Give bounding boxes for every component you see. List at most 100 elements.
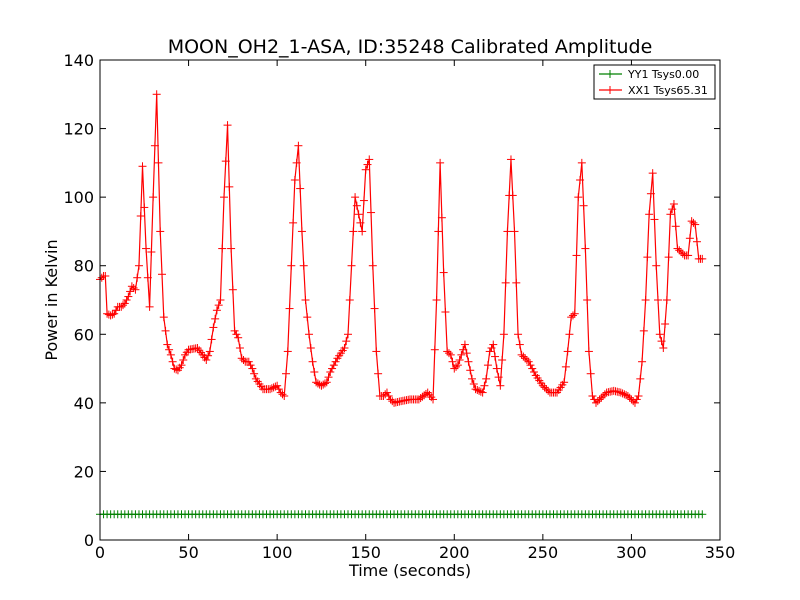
data-point	[528, 364, 537, 373]
data-point	[166, 350, 175, 359]
data-point	[267, 384, 276, 393]
data-point	[430, 345, 439, 354]
data-point	[250, 369, 259, 378]
data-point	[544, 386, 553, 395]
data-point	[491, 352, 500, 361]
data-point	[342, 337, 351, 346]
data-point	[579, 201, 588, 210]
data-point	[232, 330, 241, 339]
data-point	[274, 385, 283, 394]
data-point	[652, 261, 661, 270]
series-line	[99, 94, 703, 404]
data-point	[432, 296, 441, 304]
data-point	[526, 361, 535, 370]
data-point	[289, 218, 298, 227]
data-point	[313, 379, 322, 388]
data-point	[638, 357, 647, 366]
data-point	[595, 395, 604, 404]
data-point	[669, 200, 678, 208]
legend: YY1 Tsys0.00 XX1 Tsys65.31	[593, 64, 716, 100]
data-point	[645, 210, 654, 219]
data-point	[152, 90, 161, 99]
data-point	[386, 395, 395, 404]
data-point	[131, 285, 140, 294]
x-tick-label: 150	[350, 543, 381, 562]
data-point	[301, 296, 310, 304]
data-point	[177, 361, 186, 370]
data-point	[221, 157, 230, 166]
data-point	[434, 227, 443, 236]
data-point	[450, 364, 459, 373]
data-point	[593, 397, 602, 406]
data-point	[501, 278, 510, 287]
data-point	[205, 347, 214, 356]
data-point	[310, 368, 319, 376]
data-point	[158, 270, 166, 279]
data-point	[508, 191, 517, 200]
data-point	[356, 218, 365, 227]
data-point	[266, 385, 275, 394]
data-point	[372, 347, 381, 356]
data-point	[202, 356, 211, 364]
series-0	[96, 510, 707, 519]
data-point	[111, 306, 120, 315]
legend-marker	[606, 86, 614, 94]
data-point	[560, 378, 569, 387]
data-point	[161, 326, 170, 335]
data-point	[388, 397, 397, 406]
data-point	[294, 141, 303, 150]
data-point	[340, 344, 349, 352]
data-point	[457, 350, 466, 359]
data-point	[675, 246, 684, 255]
data-point	[117, 302, 126, 311]
data-point	[444, 349, 453, 358]
data-point	[581, 244, 590, 253]
data-point	[583, 296, 592, 304]
data-point	[698, 254, 707, 263]
x-tick-label: 0	[95, 543, 105, 562]
plot-area	[96, 90, 707, 519]
data-point	[522, 356, 531, 364]
data-point	[567, 313, 576, 322]
data-point	[476, 387, 485, 396]
data-point	[347, 261, 356, 270]
data-point	[324, 373, 333, 382]
data-point	[287, 261, 296, 270]
data-point	[106, 311, 115, 320]
data-point	[692, 237, 701, 246]
data-point	[668, 205, 677, 214]
data-point	[455, 356, 464, 364]
data-point	[630, 398, 639, 407]
data-point	[677, 248, 686, 256]
y-tick-label: 40	[74, 394, 94, 413]
data-point	[225, 182, 234, 191]
data-point	[124, 292, 133, 301]
data-point	[227, 244, 236, 253]
data-point	[452, 362, 461, 371]
data-point	[156, 227, 165, 236]
data-point	[498, 356, 507, 364]
data-point	[108, 310, 117, 319]
data-point	[367, 208, 376, 217]
data-point	[662, 296, 671, 304]
data-point	[296, 184, 305, 193]
x-tick-label: 350	[705, 543, 736, 562]
data-point	[218, 244, 227, 253]
data-point	[322, 378, 331, 387]
data-point	[471, 385, 480, 394]
data-point	[641, 296, 650, 304]
data-point	[159, 313, 168, 322]
x-tick-label: 250	[528, 543, 559, 562]
data-point	[482, 374, 491, 383]
data-point	[436, 158, 445, 167]
data-point	[460, 340, 469, 349]
data-point	[643, 253, 652, 262]
data-point	[468, 374, 476, 383]
data-point	[632, 395, 641, 404]
data-point	[142, 244, 151, 253]
data-point	[331, 357, 340, 366]
data-point	[517, 350, 526, 359]
data-point	[639, 326, 648, 335]
data-point	[239, 356, 248, 364]
data-point	[285, 304, 294, 313]
